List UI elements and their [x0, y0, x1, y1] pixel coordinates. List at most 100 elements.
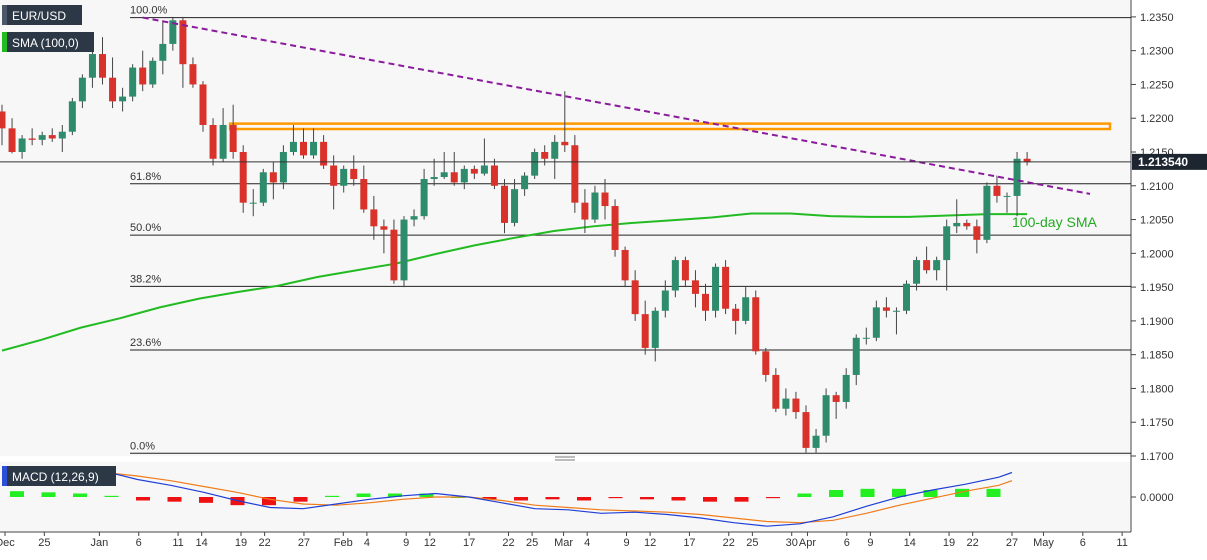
candle-body [209, 124, 217, 159]
candle-body [631, 280, 639, 315]
time-tick-label: 9 [867, 537, 873, 549]
candle-body [832, 395, 840, 402]
time-tick-label: Apr [799, 537, 816, 549]
candle-body [521, 175, 529, 190]
candle-body [973, 226, 981, 240]
candle-body [28, 138, 36, 140]
candle [68, 97, 76, 136]
time-tick-label: 6 [136, 537, 142, 549]
candle [249, 189, 257, 217]
candle-body [923, 260, 931, 271]
macd-histogram-bar [388, 493, 402, 497]
candle [691, 270, 699, 308]
candle [913, 256, 921, 291]
candle [993, 175, 1001, 203]
candle [832, 391, 840, 419]
candle-body [159, 43, 167, 61]
candle [591, 185, 599, 223]
last-price-value: 1.213540 [1138, 155, 1188, 169]
sma-group [1, 212, 1028, 352]
pane-divider[interactable] [0, 456, 1131, 462]
candle-body [501, 185, 508, 223]
candle [209, 118, 217, 166]
candle [862, 327, 870, 345]
candle-body [380, 226, 388, 230]
candle [390, 219, 398, 284]
candle-body [400, 219, 408, 281]
candle-body [109, 77, 117, 102]
time-tick-label: Dec [0, 537, 15, 549]
macd-histogram-bar [986, 488, 1001, 497]
time-tick-label: 25 [526, 537, 538, 549]
candle [933, 256, 941, 281]
macd-legend[interactable]: MACD (12,26,9) [2, 466, 116, 486]
price-tick-label: 1.1800 [1140, 383, 1174, 395]
candle [671, 256, 679, 298]
candle-body [289, 141, 297, 152]
macd-histogram-bar [136, 497, 150, 501]
candle-body [621, 249, 629, 281]
price-tick-label: 1.2350 [1140, 12, 1174, 24]
candle [18, 135, 26, 159]
candle-body [661, 290, 669, 311]
sma-legend-label: SMA (100,0) [12, 36, 79, 50]
candle-body [430, 176, 438, 180]
candle [259, 168, 267, 207]
candles-group [0, 16, 1031, 453]
candle-body [199, 84, 207, 125]
macd-histogram-bar [199, 497, 213, 503]
symbol-legend[interactable]: EUR/USD [2, 5, 82, 25]
macd-histogram-bar [545, 497, 560, 500]
time-tick-label: 6 [1080, 537, 1086, 549]
time-tick-label: 22 [967, 537, 979, 549]
candle-body [862, 337, 870, 339]
sma-100-line [1, 212, 1028, 352]
candle [410, 209, 418, 227]
candle [501, 179, 508, 234]
macd-histogram-bar [829, 490, 843, 497]
candle-body [963, 222, 971, 227]
sma-legend[interactable]: SMA (100,0) [2, 32, 94, 52]
candle [752, 290, 760, 355]
candle [219, 108, 227, 163]
candle [139, 50, 147, 92]
candle [490, 158, 498, 190]
candle-body [812, 435, 820, 448]
candle [430, 158, 438, 186]
candle [651, 307, 659, 362]
trendline-group [142, 16, 1091, 195]
candle-body [440, 172, 448, 177]
candle [400, 216, 408, 288]
candle-body [149, 60, 157, 85]
candle [631, 270, 639, 321]
candle [460, 165, 468, 190]
candle [109, 57, 117, 109]
macd-histogram-bar [703, 497, 717, 502]
candle [571, 135, 579, 213]
candle-body [561, 141, 569, 146]
candle-body [913, 260, 921, 284]
candle-body [993, 185, 1001, 196]
time-tick-label: May [1033, 537, 1054, 549]
candle-body [732, 308, 740, 321]
candle [300, 128, 307, 159]
macd-histogram-bar [577, 497, 591, 501]
candle-body [330, 165, 338, 186]
candle-body [269, 172, 277, 183]
time-tick-label: 19 [235, 537, 247, 549]
candle-body [259, 172, 267, 203]
fib-level-label: 23.6% [130, 337, 161, 349]
candle-body [882, 307, 890, 311]
candle-body [802, 412, 810, 448]
candle [802, 405, 810, 453]
candle [782, 388, 790, 416]
candle-body [511, 189, 519, 223]
candle [450, 152, 458, 186]
time-tick-label: 14 [904, 537, 916, 549]
time-tick-label: 11 [172, 537, 183, 549]
time-tick-label: Jan [91, 537, 109, 549]
candle [772, 368, 780, 413]
candle [923, 246, 931, 274]
candle-body [129, 67, 137, 97]
